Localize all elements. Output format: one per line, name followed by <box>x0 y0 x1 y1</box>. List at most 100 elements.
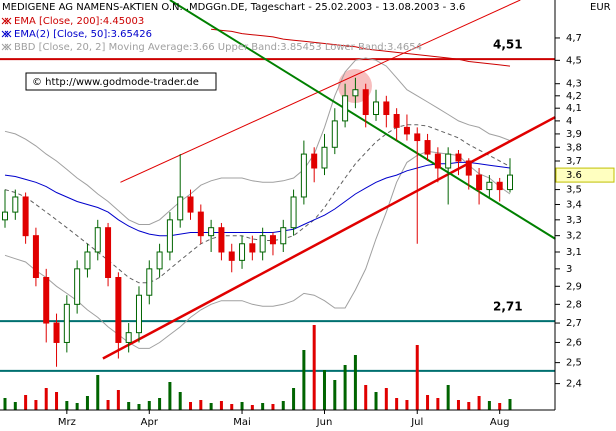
volume-bar <box>281 401 285 410</box>
legend-icon <box>1 17 12 25</box>
candle-body <box>496 181 503 191</box>
y-tick-label: 2,9 <box>566 281 582 292</box>
volume-bar <box>353 355 357 410</box>
volume-bar <box>96 375 100 410</box>
legend-label: EMA [Close, 200]:4.45003 <box>14 16 144 27</box>
y-tick-label: 3,4 <box>566 199 582 210</box>
candle-body <box>239 243 246 261</box>
volume-bar <box>209 403 213 410</box>
legend: EMA [Close, 200]:4.45003 EMA(2) [Close, … <box>1 16 422 53</box>
y-tick-label: 2,5 <box>566 358 582 369</box>
volume-bar <box>65 401 69 410</box>
y-tick-label: 2,4 <box>566 379 582 390</box>
candle-body <box>403 126 410 135</box>
y-tick-label: 2,7 <box>566 318 582 329</box>
y-tick-label: 3,5 <box>566 185 582 196</box>
candle-body <box>455 153 462 162</box>
candle-body <box>22 196 29 237</box>
candle-body <box>465 160 472 176</box>
copyright-box <box>25 72 217 91</box>
y-tick-label: 3,8 <box>566 142 582 153</box>
candle-body <box>290 196 297 229</box>
plot-area <box>0 0 556 410</box>
candle-body <box>177 196 184 221</box>
y-tick-label: 2,6 <box>566 337 582 348</box>
volume-bar <box>85 396 89 410</box>
chart-title: MEDIGENE AG NAMENS-AKTIEN O.N. .MDGGn.DE… <box>2 2 465 13</box>
volume-bar <box>230 404 234 410</box>
volume-bar <box>250 405 254 410</box>
x-tick-label: Jun <box>316 417 333 428</box>
volume-bar <box>498 403 502 410</box>
volume-bar <box>374 392 378 410</box>
candle-body <box>311 153 318 169</box>
volume-bar <box>137 404 141 410</box>
y-tick-label: 4,3 <box>566 79 582 90</box>
candle-body <box>331 120 338 148</box>
volume-bar <box>415 345 419 410</box>
x-tick-label: Mrz <box>58 417 76 428</box>
candle-body <box>208 227 215 237</box>
candle-body <box>166 219 173 253</box>
volume-bar <box>271 404 275 410</box>
volume-bar <box>395 398 399 410</box>
volume-bar <box>436 398 440 410</box>
volume-bar <box>55 392 59 410</box>
candle-body <box>342 95 349 122</box>
trendline <box>120 0 521 183</box>
volume-bar <box>219 401 223 410</box>
volume-bar <box>467 402 471 410</box>
y-tick-label: 3,3 <box>566 215 582 226</box>
indicator-line <box>4 161 511 237</box>
volume-bar <box>116 390 120 410</box>
candle-body <box>84 251 91 270</box>
volume-bar <box>322 370 326 410</box>
candle-body <box>2 211 8 221</box>
volume-bar <box>426 395 430 410</box>
candle-body <box>63 303 70 343</box>
y-tick-label: 2,8 <box>566 299 582 310</box>
candle-body <box>94 227 101 253</box>
volume-bar <box>199 400 203 410</box>
candle-body <box>362 89 369 116</box>
x-tick-label: Aug <box>490 417 510 428</box>
candle-body <box>32 235 39 278</box>
volume-bar <box>44 388 48 410</box>
candle-body <box>228 251 235 261</box>
x-tick-label: Jul <box>410 417 423 428</box>
last-price-box <box>555 167 615 183</box>
candle-body <box>507 174 513 191</box>
legend-label: EMA(2) [Close, 50]:3.65426 <box>14 29 152 40</box>
trendline <box>169 0 556 240</box>
candle-body <box>218 227 225 253</box>
legend-icon <box>1 30 12 38</box>
y-tick-label: 3,1 <box>566 247 582 258</box>
volume-bar <box>3 398 7 410</box>
candle-body <box>486 181 493 191</box>
currency: EUR <box>590 2 611 13</box>
candle-body <box>249 243 256 253</box>
legend-icon <box>1 43 12 51</box>
volume-bar <box>261 403 265 410</box>
bollinger-upper <box>4 57 511 225</box>
candle-body <box>414 133 421 142</box>
volume-bar <box>292 388 296 410</box>
y-tick-label: 3,2 <box>566 231 582 242</box>
candle-body <box>434 153 441 169</box>
candle-body <box>125 332 132 343</box>
volume-bar <box>13 402 17 410</box>
x-tick-label: Apr <box>141 417 159 428</box>
volume-bar <box>364 385 368 410</box>
volume-bar <box>106 400 110 410</box>
volume-bar <box>312 325 316 410</box>
volume-bar <box>343 365 347 410</box>
volume-bar <box>34 400 38 410</box>
candle-body <box>156 251 163 270</box>
volume-bar <box>168 382 172 410</box>
trendline <box>102 115 556 360</box>
candle-body <box>373 101 380 116</box>
candle-body <box>135 294 142 334</box>
volume-bar <box>178 392 182 410</box>
bollinger-ma <box>4 124 511 284</box>
